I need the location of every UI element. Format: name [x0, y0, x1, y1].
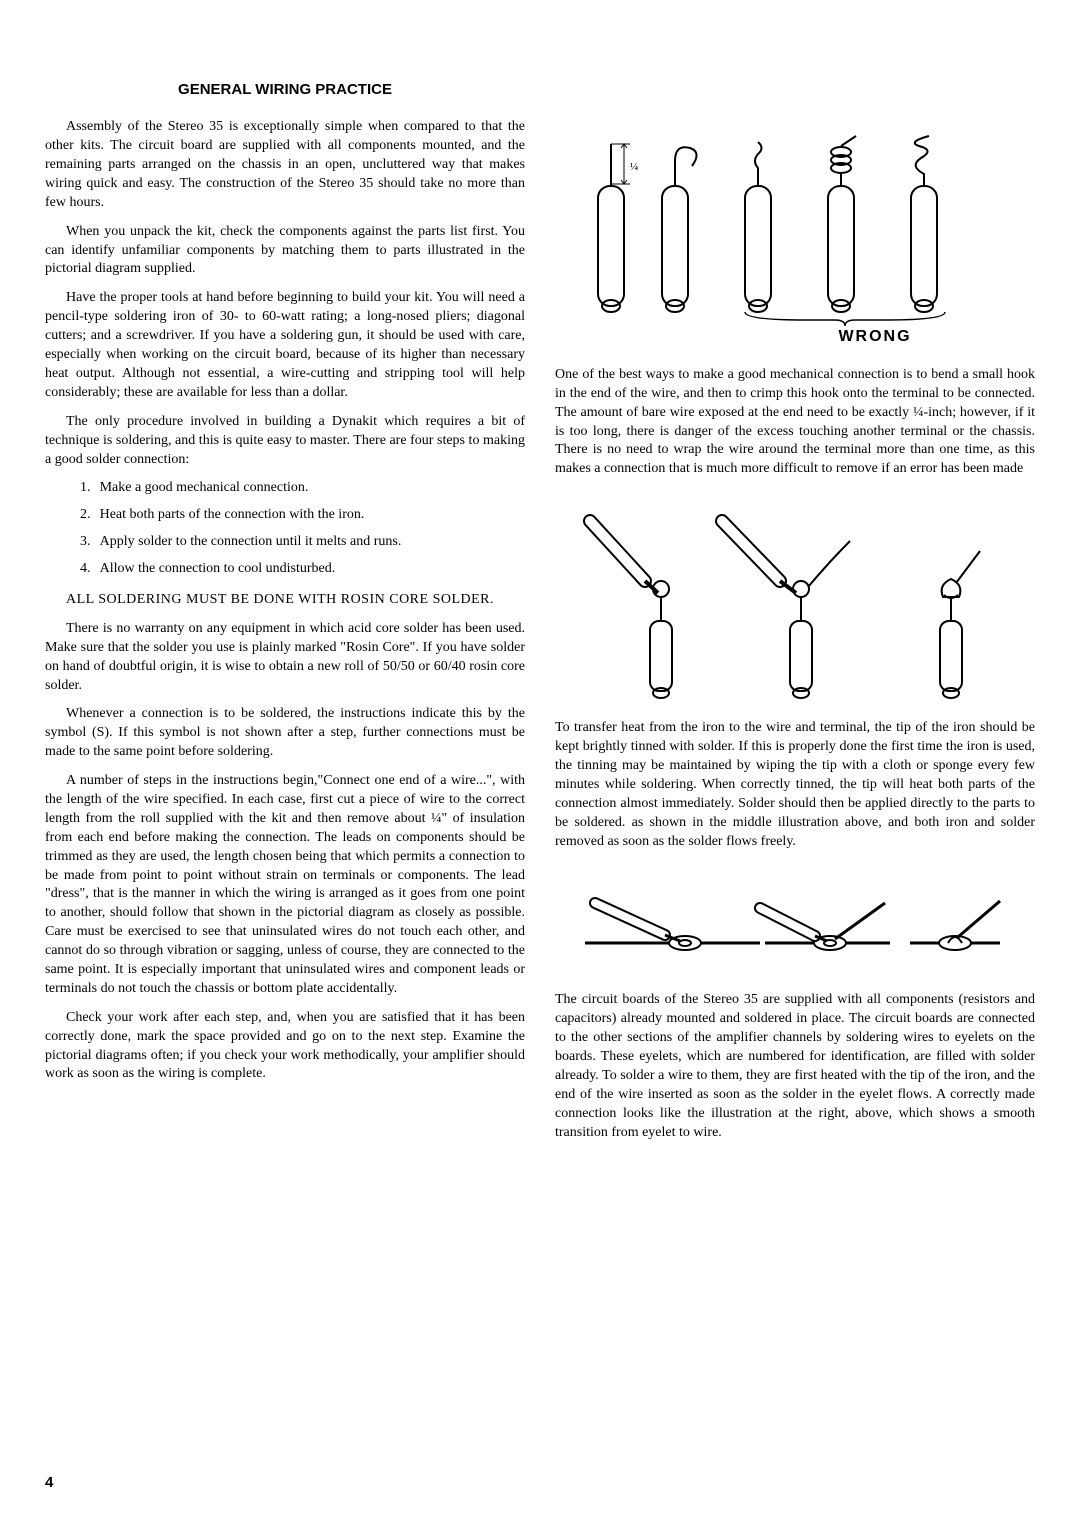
paragraph: A number of steps in the instructions be…	[45, 772, 525, 999]
paragraph: The only procedure involved in building …	[45, 413, 525, 470]
wrong-label: WRONG	[715, 326, 1035, 348]
paragraph: One of the best ways to make a good mech…	[555, 366, 1035, 479]
warning-paragraph: ALL SOLDERING MUST BE DONE WITH ROSIN CO…	[45, 591, 525, 610]
paragraph: When you unpack the kit, check the compo…	[45, 223, 525, 280]
right-column: ¼	[555, 118, 1035, 1152]
paragraph: Have the proper tools at hand before beg…	[45, 289, 525, 402]
figure-wire-hooks: ¼	[555, 126, 1035, 348]
page-number: 4	[45, 1473, 53, 1493]
solder-steps-list: Make a good mechanical connection. Heat …	[94, 479, 525, 579]
list-item: Allow the connection to cool undisturbed…	[94, 560, 525, 579]
paragraph: There is no warranty on any equipment in…	[45, 620, 525, 696]
list-item: Apply solder to the connection until it …	[94, 533, 525, 552]
svg-text:¼: ¼	[630, 161, 638, 173]
paragraph: Check your work after each step, and, wh…	[45, 1009, 525, 1085]
figure-eyelet-solder	[555, 873, 1035, 973]
paragraph: To transfer heat from the iron to the wi…	[555, 719, 1035, 851]
list-item: Heat both parts of the connection with t…	[94, 506, 525, 525]
figure-soldering-iron	[555, 501, 1035, 701]
left-column: Assembly of the Stereo 35 is exceptional…	[45, 118, 525, 1152]
paragraph: The circuit boards of the Stereo 35 are …	[555, 991, 1035, 1142]
paragraph: Whenever a connection is to be soldered,…	[45, 705, 525, 762]
paragraph: Assembly of the Stereo 35 is exceptional…	[45, 118, 525, 212]
eyelet-diagram-icon	[580, 873, 1010, 973]
list-item: Make a good mechanical connection.	[94, 479, 525, 498]
wire-hook-diagram-icon: ¼	[580, 126, 1010, 326]
page-title: GENERAL WIRING PRACTICE	[45, 80, 525, 100]
soldering-iron-diagram-icon	[580, 501, 1010, 701]
two-column-layout: Assembly of the Stereo 35 is exceptional…	[45, 118, 1035, 1152]
